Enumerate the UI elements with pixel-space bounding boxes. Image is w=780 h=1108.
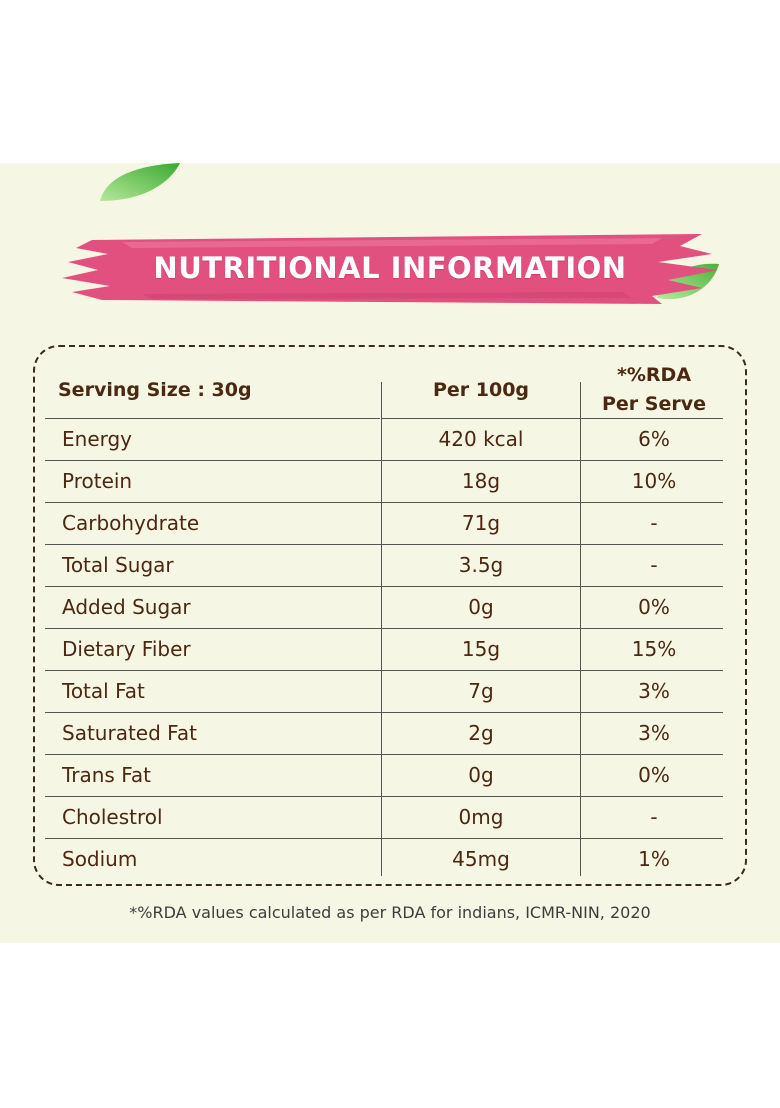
rda-value: - [650, 553, 658, 577]
row-divider [45, 754, 723, 755]
rda-value: - [650, 511, 658, 535]
nutrition-table-frame [33, 345, 747, 886]
rda-value: 15% [631, 637, 677, 661]
per-100g-value: 3.5g [458, 553, 504, 577]
table-row: Carbohydrate 71g - [50, 502, 730, 544]
nutrient-name: Carbohydrate [62, 511, 200, 535]
table-row: Sodium 45mg 1% [50, 838, 730, 880]
nutrient-name: Energy [62, 427, 133, 451]
row-divider [45, 586, 723, 587]
column-divider [381, 382, 382, 876]
per-100g-value: 45mg [452, 847, 510, 871]
per-100g-value: 0mg [458, 805, 504, 829]
page-title: NUTRITIONAL INFORMATION [153, 251, 627, 285]
rda-value: 3% [638, 679, 670, 703]
row-divider [45, 796, 723, 797]
rda-value: 10% [631, 469, 677, 493]
nutrient-name: Saturated Fat [62, 721, 197, 745]
column-divider [580, 382, 581, 876]
row-divider [45, 502, 723, 503]
rda-value: 0% [638, 595, 670, 619]
table-row: Protein 18g 10% [50, 460, 730, 502]
rda-header-line1: *%RDA [616, 364, 692, 386]
rda-value: 6% [638, 427, 670, 451]
header-divider [382, 418, 580, 419]
header-divider [581, 418, 723, 419]
nutrient-name: Total Fat [62, 679, 145, 703]
row-divider [45, 628, 723, 629]
row-divider [45, 460, 723, 461]
rda-value: - [650, 805, 658, 829]
rda-header: *%RDA Per Serve [580, 362, 728, 418]
per-100g-header: Per 100g [432, 379, 530, 401]
rda-value: 0% [638, 763, 670, 787]
table-row: Trans Fat 0g 0% [50, 754, 730, 796]
table-row: Cholestrol 0mg - [50, 796, 730, 838]
per-100g-value: 71g [461, 511, 501, 535]
table-row: Dietary Fiber 15g 15% [50, 628, 730, 670]
rda-value: 3% [638, 721, 670, 745]
table-row: Added Sugar 0g 0% [50, 586, 730, 628]
row-divider [45, 838, 723, 839]
table-row: Total Sugar 3.5g - [50, 544, 730, 586]
table-header-row: Serving Size : 30g Per 100g *%RDA Per Se… [50, 362, 730, 418]
nutrient-name: Trans Fat [62, 763, 151, 787]
per-100g-value: 7g [468, 679, 494, 703]
nutrient-name: Total Sugar [62, 553, 174, 577]
row-divider [45, 670, 723, 671]
row-divider [45, 544, 723, 545]
nutrient-name: Protein [62, 469, 133, 493]
serving-size-header: Serving Size : 30g [58, 379, 252, 401]
header-divider [45, 418, 380, 419]
nutrient-name: Dietary Fiber [62, 637, 191, 661]
nutrient-name: Added Sugar [62, 595, 191, 619]
table-row: Total Fat 7g 3% [50, 670, 730, 712]
per-100g-value: 2g [468, 721, 494, 745]
rda-value: 1% [638, 847, 670, 871]
per-100g-value: 0g [468, 595, 494, 619]
table-row: Saturated Fat 2g 3% [50, 712, 730, 754]
row-divider [45, 712, 723, 713]
title-banner [62, 234, 718, 304]
per-100g-value: 0g [468, 763, 494, 787]
per-100g-value: 420 kcal [438, 427, 524, 451]
rda-header-line2: Per Serve [601, 393, 706, 415]
nutrient-name: Cholestrol [62, 805, 163, 829]
nutrient-name: Sodium [62, 847, 138, 871]
per-100g-value: 18g [461, 469, 501, 493]
leaf-icon [100, 163, 180, 201]
per-100g-value: 15g [461, 637, 501, 661]
rda-footnote: *%RDA values calculated as per RDA for i… [129, 903, 651, 922]
table-row: Energy 420 kcal 6% [50, 418, 730, 460]
